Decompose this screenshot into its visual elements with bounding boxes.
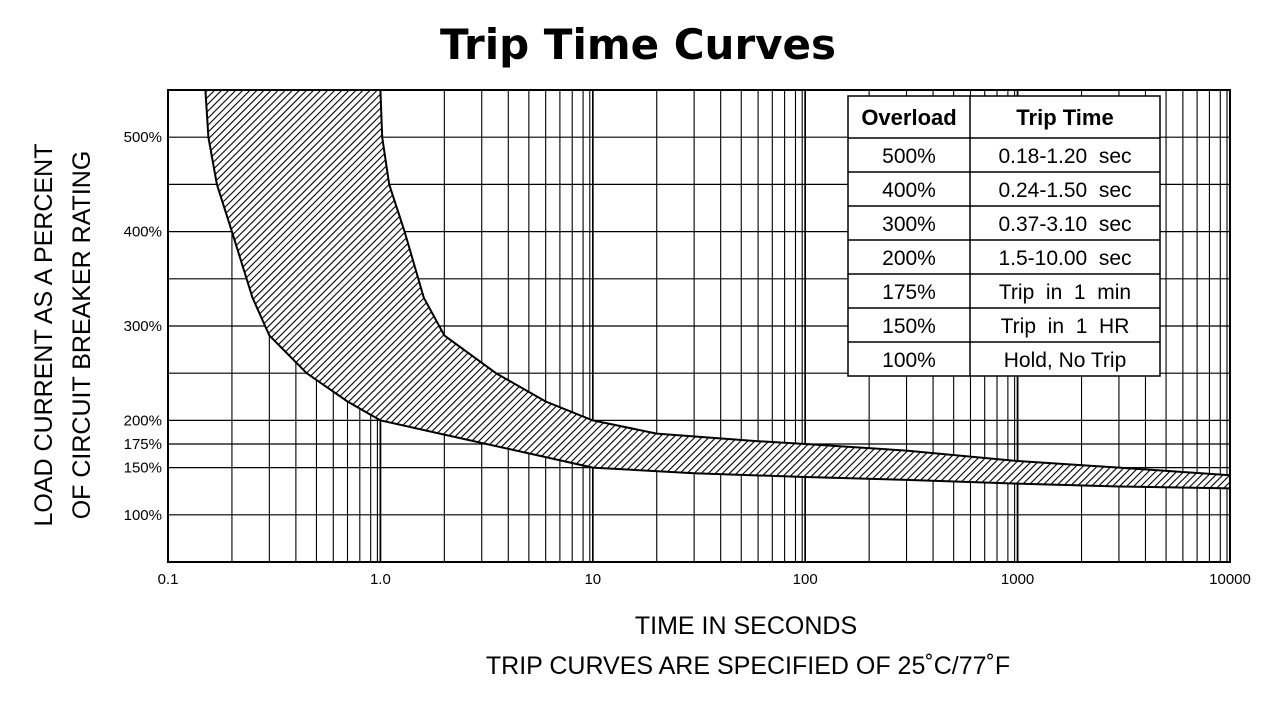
table-cell: Trip in 1 min [999,281,1131,304]
x-tick-label: 10 [584,571,601,588]
y-tick-label: 500% [124,129,162,146]
table-cell: 200% [882,247,936,270]
table-cell: 100% [882,349,936,372]
y-tick-label: 400% [124,224,162,241]
table-cell: 0.24-1.50 sec [998,179,1131,202]
x-tick-label: 0.1 [158,571,179,588]
table-cell: 500% [882,145,936,168]
table-header-cell: Overload [861,105,956,130]
y-tick-label: 200% [124,412,162,429]
table-frame [847,95,1161,377]
overload-table: Overload Trip Time 500% 0.18-1.20 sec 400% 0.… [847,95,1161,377]
table-cell: 0.18-1.20 sec [998,145,1131,168]
table-cell: 1.5-10.00 sec [998,247,1131,270]
axis-ticks: 0.1 1.0 10 100 1000 10000 100% 150% 175% 200% 300%… [124,129,1251,588]
table-cell: 400% [882,179,936,202]
table-cell: Hold, No Trip [1004,349,1127,372]
y-tick-label: 175% [124,436,162,453]
x-tick-label: 1.0 [370,571,391,588]
table-cell: 300% [882,213,936,236]
x-axis-label: TIME IN SECONDS [634,612,858,640]
table-header-cell: Trip Time [1016,105,1113,130]
x-tick-label: 100 [793,571,818,588]
y-tick-label: 100% [124,507,162,524]
temperature-note: TRIP CURVES ARE SPECIFIED OF 25˚C/77˚F [485,652,1011,680]
table-cell: 0.37-3.10 sec [998,213,1131,236]
table-cell: 150% [882,315,936,338]
plot-frame [167,89,1231,563]
y-tick-label: 300% [124,318,162,335]
y-tick-label: 150% [124,460,162,477]
x-tick-label: 10000 [1209,571,1251,588]
x-tick-label: 1000 [1001,571,1034,588]
table-cell: 175% [882,281,936,304]
table-cell: Trip in 1 HR [1001,315,1130,338]
chart-title: Trip Time Curves [439,20,837,69]
